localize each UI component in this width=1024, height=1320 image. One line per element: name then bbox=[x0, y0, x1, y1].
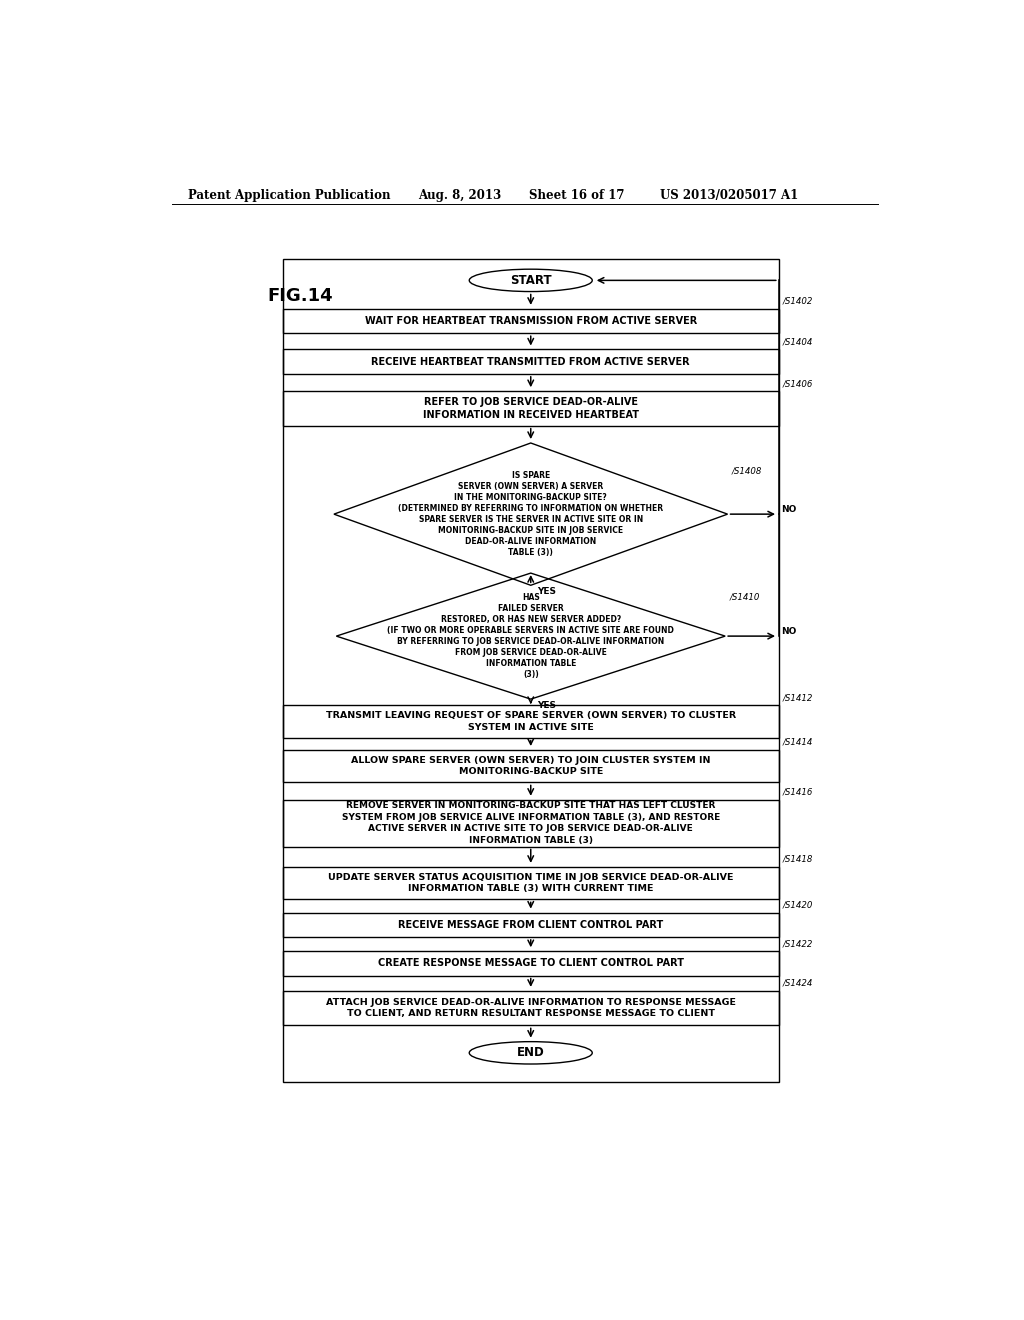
Text: HAS
FAILED SERVER
RESTORED, OR HAS NEW SERVER ADDED?
(IF TWO OR MORE OPERABLE SE: HAS FAILED SERVER RESTORED, OR HAS NEW S… bbox=[387, 593, 674, 680]
Text: /S1422: /S1422 bbox=[782, 939, 813, 948]
Text: YES: YES bbox=[538, 587, 556, 597]
Bar bbox=[283, 350, 778, 374]
Text: /S1414: /S1414 bbox=[782, 738, 813, 747]
Bar bbox=[283, 309, 778, 333]
Text: START: START bbox=[510, 273, 552, 286]
Text: /S1410: /S1410 bbox=[729, 593, 760, 602]
Text: END: END bbox=[517, 1047, 545, 1060]
Text: REMOVE SERVER IN MONITORING-BACKUP SITE THAT HAS LEFT CLUSTER
SYSTEM FROM JOB SE: REMOVE SERVER IN MONITORING-BACKUP SITE … bbox=[342, 801, 720, 845]
Text: Patent Application Publication: Patent Application Publication bbox=[187, 189, 390, 202]
Text: /S1412: /S1412 bbox=[782, 693, 813, 702]
Bar bbox=[283, 952, 778, 975]
Bar bbox=[283, 800, 778, 846]
Text: Aug. 8, 2013: Aug. 8, 2013 bbox=[418, 189, 501, 202]
Text: RECEIVE MESSAGE FROM CLIENT CONTROL PART: RECEIVE MESSAGE FROM CLIENT CONTROL PART bbox=[398, 920, 664, 929]
Text: UPDATE SERVER STATUS ACQUISITION TIME IN JOB SERVICE DEAD-OR-ALIVE
INFORMATION T: UPDATE SERVER STATUS ACQUISITION TIME IN… bbox=[328, 873, 733, 894]
Bar bbox=[283, 991, 778, 1026]
Text: WAIT FOR HEARTBEAT TRANSMISSION FROM ACTIVE SERVER: WAIT FOR HEARTBEAT TRANSMISSION FROM ACT… bbox=[365, 315, 697, 326]
Text: /S1416: /S1416 bbox=[782, 788, 813, 797]
Text: /S1402: /S1402 bbox=[782, 297, 813, 306]
Text: /S1420: /S1420 bbox=[782, 900, 813, 909]
Text: RECEIVE HEARTBEAT TRANSMITTED FROM ACTIVE SERVER: RECEIVE HEARTBEAT TRANSMITTED FROM ACTIV… bbox=[372, 356, 690, 367]
Text: ATTACH JOB SERVICE DEAD-OR-ALIVE INFORMATION TO RESPONSE MESSAGE
TO CLIENT, AND : ATTACH JOB SERVICE DEAD-OR-ALIVE INFORMA… bbox=[326, 998, 736, 1018]
Text: /S1424: /S1424 bbox=[782, 979, 813, 987]
Text: /S1418: /S1418 bbox=[782, 855, 813, 863]
Text: Sheet 16 of 17: Sheet 16 of 17 bbox=[528, 189, 625, 202]
Text: IS SPARE
SERVER (OWN SERVER) A SERVER
IN THE MONITORING-BACKUP SITE?
(DETERMINED: IS SPARE SERVER (OWN SERVER) A SERVER IN… bbox=[398, 471, 664, 557]
Text: NO: NO bbox=[781, 627, 797, 635]
Bar bbox=[283, 750, 778, 783]
Text: US 2013/0205017 A1: US 2013/0205017 A1 bbox=[659, 189, 798, 202]
Text: /S1408: /S1408 bbox=[731, 466, 762, 475]
Text: /S1406: /S1406 bbox=[782, 379, 813, 388]
Text: CREATE RESPONSE MESSAGE TO CLIENT CONTROL PART: CREATE RESPONSE MESSAGE TO CLIENT CONTRO… bbox=[378, 958, 684, 969]
Text: ALLOW SPARE SERVER (OWN SERVER) TO JOIN CLUSTER SYSTEM IN
MONITORING-BACKUP SITE: ALLOW SPARE SERVER (OWN SERVER) TO JOIN … bbox=[351, 756, 711, 776]
Text: REFER TO JOB SERVICE DEAD-OR-ALIVE
INFORMATION IN RECEIVED HEARTBEAT: REFER TO JOB SERVICE DEAD-OR-ALIVE INFOR… bbox=[423, 397, 639, 420]
Text: FIG.14: FIG.14 bbox=[267, 286, 333, 305]
Bar bbox=[283, 391, 778, 426]
Bar bbox=[283, 867, 778, 899]
Text: TRANSMIT LEAVING REQUEST OF SPARE SERVER (OWN SERVER) TO CLUSTER
SYSTEM IN ACTIV: TRANSMIT LEAVING REQUEST OF SPARE SERVER… bbox=[326, 711, 736, 731]
Text: /S1404: /S1404 bbox=[782, 338, 813, 346]
Bar bbox=[283, 259, 778, 1082]
Text: YES: YES bbox=[538, 701, 556, 710]
Text: NO: NO bbox=[781, 504, 797, 513]
Bar bbox=[283, 912, 778, 937]
Bar bbox=[283, 705, 778, 738]
